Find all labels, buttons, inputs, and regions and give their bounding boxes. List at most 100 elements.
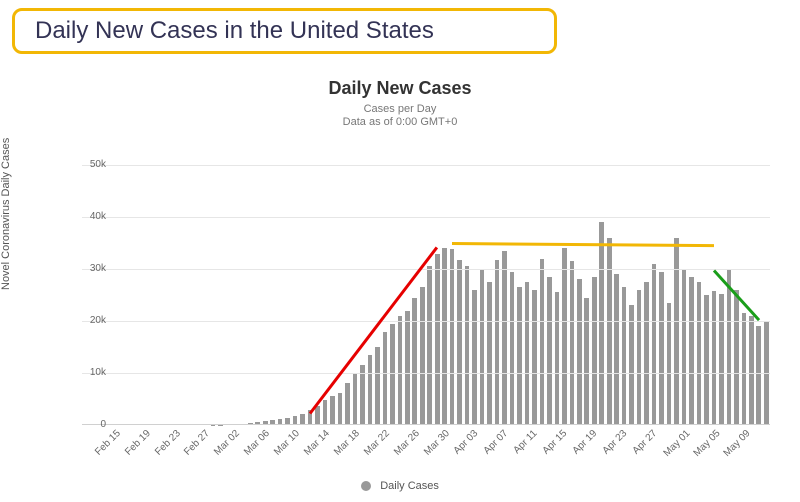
gridline <box>82 165 770 166</box>
bar <box>555 292 560 425</box>
y-tick-label: 50k <box>56 159 106 170</box>
bar <box>742 313 747 425</box>
bar <box>734 290 739 425</box>
y-axis-label: Novel Coronavirus Daily Cases <box>0 138 12 290</box>
chart-subtitle-line1: Cases per Day <box>364 103 437 115</box>
bar <box>368 355 373 425</box>
bar <box>465 266 470 425</box>
bar <box>689 277 694 425</box>
bar <box>540 259 545 425</box>
y-tick-label: 30k <box>56 263 106 274</box>
bar <box>450 249 455 425</box>
bar <box>375 347 380 425</box>
bar <box>405 311 410 425</box>
bar <box>719 294 724 425</box>
bar <box>584 298 589 425</box>
bar <box>420 287 425 425</box>
bar <box>487 282 492 425</box>
bar <box>435 254 440 425</box>
bar <box>525 282 530 425</box>
bar <box>457 260 462 425</box>
bar <box>614 274 619 425</box>
y-tick-label: 40k <box>56 211 106 222</box>
bar <box>577 279 582 425</box>
bar <box>674 238 679 425</box>
bar <box>682 270 687 425</box>
gridline <box>82 373 770 374</box>
bar <box>697 282 702 425</box>
x-tick-label: May 09 <box>722 428 753 459</box>
bar <box>712 291 717 425</box>
x-tick-label: Mar 02 <box>213 428 243 458</box>
bar <box>532 290 537 425</box>
x-tick-label: Feb 27 <box>183 428 213 458</box>
bar <box>360 365 365 425</box>
bar <box>659 272 664 425</box>
x-tick-label: Mar 18 <box>332 428 362 458</box>
bar <box>599 222 604 425</box>
y-tick-label: 0 <box>56 419 106 430</box>
x-tick-label: Mar 22 <box>362 428 392 458</box>
bar <box>412 298 417 425</box>
bar <box>607 238 612 425</box>
bar <box>727 270 732 425</box>
x-tick-label: Apr 03 <box>451 428 480 457</box>
x-axis-baseline <box>82 424 770 425</box>
header-callout: Daily New Cases in the United States <box>12 8 557 54</box>
x-tick-label: Mar 06 <box>242 428 272 458</box>
bar <box>592 277 597 425</box>
plot-area <box>82 165 770 425</box>
x-tick-label: Mar 10 <box>272 428 302 458</box>
gridline <box>82 217 770 218</box>
bar <box>652 264 657 425</box>
bar <box>644 282 649 425</box>
bar <box>637 290 642 425</box>
bar <box>495 260 500 425</box>
y-tick-label: 20k <box>56 315 106 326</box>
bar <box>749 316 754 425</box>
bar <box>427 266 432 425</box>
bar <box>756 326 761 425</box>
bar <box>383 332 388 425</box>
chart-title: Daily New Cases <box>0 78 800 99</box>
x-tick-label: Apr 07 <box>481 428 510 457</box>
gridline <box>82 321 770 322</box>
x-tick-label: Mar 26 <box>392 428 422 458</box>
legend-marker <box>361 481 371 491</box>
x-tick-label: May 05 <box>692 428 723 459</box>
bar <box>472 290 477 425</box>
legend: Daily Cases <box>0 480 800 492</box>
x-tick-label: Feb 23 <box>153 428 183 458</box>
x-tick-label: Feb 15 <box>93 428 123 458</box>
x-tick-label: Apr 23 <box>601 428 630 457</box>
bar <box>629 305 634 425</box>
x-tick-label: Apr 15 <box>541 428 570 457</box>
bar <box>502 251 507 425</box>
bar <box>510 272 515 425</box>
x-tick-label: Mar 30 <box>422 428 452 458</box>
legend-label: Daily Cases <box>380 480 439 492</box>
chart-subtitle-line2: Data as of 0:00 GMT+0 <box>343 116 458 128</box>
bar <box>562 248 567 425</box>
x-axis-labels: Feb 15Feb 19Feb 23Feb 27Mar 02Mar 06Mar … <box>82 428 770 488</box>
bar <box>547 277 552 425</box>
bar <box>480 269 485 425</box>
chart-container: Daily New Cases Cases per Day Data as of… <box>0 70 800 490</box>
bar <box>570 261 575 425</box>
x-tick-label: Apr 19 <box>571 428 600 457</box>
bar <box>622 287 627 425</box>
bar <box>442 248 447 425</box>
x-tick-label: Feb 19 <box>123 428 153 458</box>
bar <box>323 400 328 425</box>
bar <box>345 383 350 425</box>
x-tick-label: May 01 <box>662 428 693 459</box>
bar <box>390 324 395 425</box>
bar <box>704 295 709 425</box>
y-tick-label: 10k <box>56 367 106 378</box>
bar <box>315 406 320 425</box>
bar <box>353 373 358 425</box>
bar <box>330 396 335 425</box>
x-tick-label: Apr 27 <box>631 428 660 457</box>
page-title: Daily New Cases in the United States <box>35 17 434 45</box>
gridline <box>82 269 770 270</box>
